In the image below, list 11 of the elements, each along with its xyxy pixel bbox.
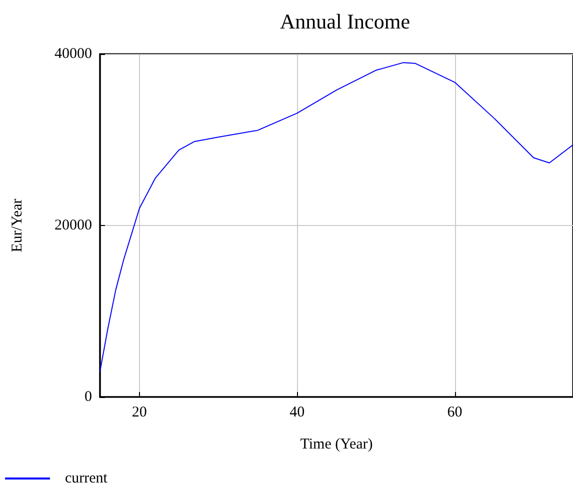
x-tick-label: 60 (447, 404, 462, 420)
y-axis-title: Eur/Year (10, 198, 26, 252)
line-series (100, 62, 573, 372)
x-tick-label: 20 (132, 404, 147, 420)
chart-title: Annual Income (280, 10, 410, 34)
x-axis-title: Time (Year) (300, 436, 373, 452)
x-tick-label: 40 (290, 404, 305, 420)
y-tick-label: 40000 (54, 46, 92, 62)
y-tick-label: 20000 (54, 218, 92, 234)
legend-label: current (65, 470, 108, 486)
y-tick-label: 0 (84, 389, 92, 405)
